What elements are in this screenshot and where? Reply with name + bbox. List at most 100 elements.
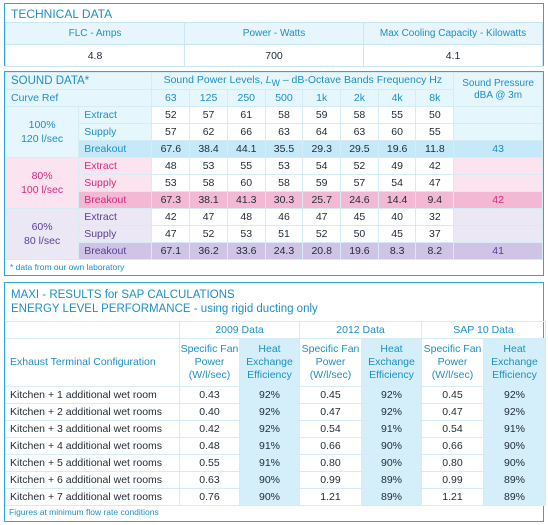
sound-value: 53 xyxy=(151,174,191,192)
flc-label: FLC - Amps xyxy=(5,22,185,45)
heading-prefix: Sound Power Levels, xyxy=(163,73,266,86)
heat-exchange-value: 91% xyxy=(361,420,422,438)
band-header: 125 xyxy=(189,89,228,107)
hee-header-2012: Heat Exchange Efficiency xyxy=(361,338,422,387)
sound-value: 48 xyxy=(151,157,191,175)
sound-data-table: SOUND DATA* Sound Power Levels, LW – dB-… xyxy=(4,72,543,260)
technical-data-table: FLC - Amps Power - Watts Max Cooling Cap… xyxy=(5,22,543,67)
band-header: 500 xyxy=(264,89,304,107)
heat-exchange-value: 90% xyxy=(239,471,300,489)
sound-value: 30.3 xyxy=(264,191,304,209)
sound-row-label: Extract xyxy=(78,208,153,226)
curve-ref-flow: 100 l/sec xyxy=(21,184,64,196)
exhaust-config-label: Kitchen + 4 additional wet rooms xyxy=(5,437,180,455)
exhaust-config-label: Kitchen + 2 additional wet rooms xyxy=(5,403,180,421)
sound-value: 51 xyxy=(264,225,304,243)
sound-value: 50 xyxy=(340,225,379,243)
fan-power-value: 0.80 xyxy=(299,454,362,472)
sound-value: 52 xyxy=(189,225,228,243)
sound-value: 47 xyxy=(302,208,342,226)
sound-value: 58 xyxy=(264,106,304,124)
curve-ref-group: 80% 100 l/sec xyxy=(4,157,80,209)
fan-power-value: 0.99 xyxy=(299,471,362,489)
sound-value: 53 xyxy=(264,157,304,175)
sound-value: 9.4 xyxy=(415,191,455,209)
sound-value: 58 xyxy=(264,174,304,192)
sound-value: 55 xyxy=(415,123,455,141)
sound-data-title: SOUND DATA* xyxy=(4,72,153,90)
sound-value: 55 xyxy=(377,106,417,124)
sound-value: 25.7 xyxy=(302,191,342,209)
heat-exchange-value: 92% xyxy=(239,420,300,438)
curve-ref-flow: 120 l/sec xyxy=(21,133,64,145)
sound-value: 54 xyxy=(302,157,342,175)
sound-value: 44.1 xyxy=(226,140,266,158)
sound-value: 42 xyxy=(415,157,455,175)
sound-value: 53 xyxy=(226,225,266,243)
technical-data-panel: TECHNICAL DATA FLC - Amps Power - Watts … xyxy=(4,3,544,67)
heat-exchange-value: 91% xyxy=(239,437,300,455)
data-set-sap10: SAP 10 Data xyxy=(420,321,547,339)
heat-exchange-value: 89% xyxy=(361,488,422,506)
sound-value: 20.8 xyxy=(302,242,342,260)
fan-power-value: 0.47 xyxy=(421,403,484,421)
sound-value: 61 xyxy=(226,106,266,124)
sound-value: 52 xyxy=(302,225,342,243)
sound-value: 46 xyxy=(264,208,304,226)
curve-ref-percent: 100% xyxy=(28,119,56,131)
sound-pressure-label: Sound Pressure dBA @ 3m xyxy=(453,72,543,107)
sound-value: 59 xyxy=(302,174,342,192)
sap-result-row: Kitchen + 3 additional wet rooms 0.42 92% 0… xyxy=(5,420,547,438)
maxi-sap-panel: MAXI - RESULTS for SAP CALCULATIONS ENER… xyxy=(4,282,547,522)
sound-row: 100% 120 l/sec Extract 52 57 61 58 59 58 55 50 xyxy=(4,106,543,158)
sound-value: 63 xyxy=(340,123,379,141)
cooling-capacity-value: 4.1 xyxy=(363,44,543,67)
sap-results-table: 2009 Data 2012 Data SAP 10 Data Exhaust … xyxy=(5,321,547,506)
sound-value: 60 xyxy=(226,174,266,192)
sound-value: 55 xyxy=(226,157,266,175)
sound-value: 47 xyxy=(415,174,455,192)
sound-value: 58 xyxy=(189,174,228,192)
sound-value: 49 xyxy=(377,157,417,175)
sound-value: 63 xyxy=(264,123,304,141)
curve-ref-label: Curve Ref xyxy=(4,89,153,107)
fan-power-value: 0.54 xyxy=(299,420,362,438)
band-header: 2k xyxy=(340,89,379,107)
heading-suffix: – dB-Octave Bands Frequency Hz xyxy=(279,73,443,86)
heat-exchange-value: 89% xyxy=(361,471,422,489)
heat-exchange-value: 92% xyxy=(239,386,300,404)
sound-pressure-value: 43 xyxy=(453,140,543,158)
sound-value: 14.4 xyxy=(377,191,417,209)
sound-value: 11.8 xyxy=(415,140,455,158)
sound-value: 24.6 xyxy=(340,191,379,209)
sound-value: 33.6 xyxy=(226,242,266,260)
sound-value: 52 xyxy=(340,157,379,175)
sound-value: 38.4 xyxy=(189,140,228,158)
sound-value: 29.3 xyxy=(302,140,342,158)
technical-data-title: TECHNICAL DATA xyxy=(11,7,113,21)
blank-header-cell xyxy=(5,321,180,339)
sound-row: Breakout 67.3 38.1 41.3 30.3 25.7 24.6 14.4 9.4 4… xyxy=(6,191,543,209)
sound-data-panel: SOUND DATA* Sound Power Levels, LW – dB-… xyxy=(4,71,544,276)
sound-row: Supply 57 62 66 63 64 63 60 55 xyxy=(6,123,543,141)
power-label: Power - Watts xyxy=(184,22,364,45)
sound-row-label: Breakout xyxy=(78,140,153,158)
sound-row-label: Breakout xyxy=(78,191,153,209)
sound-value: 19.6 xyxy=(340,242,379,260)
sap-result-row: Kitchen + 2 additional wet rooms 0.40 92% 0… xyxy=(5,403,547,421)
fan-power-value: 0.76 xyxy=(179,488,240,506)
band-header: 63 xyxy=(151,89,191,107)
sound-value: 35.5 xyxy=(264,140,304,158)
sound-value: 36.2 xyxy=(189,242,228,260)
sound-pressure-value: 41 xyxy=(453,242,543,260)
sound-value: 52 xyxy=(151,106,191,124)
sound-pressure-value xyxy=(453,174,543,192)
sound-value: 50 xyxy=(415,106,455,124)
sound-value: 64 xyxy=(302,123,342,141)
sound-value: 58 xyxy=(340,106,379,124)
sound-value: 57 xyxy=(340,174,379,192)
hee-header-sap10: Heat Exchange Efficiency xyxy=(482,338,547,387)
sound-value: 45 xyxy=(340,208,379,226)
sound-value: 59 xyxy=(302,106,342,124)
heat-exchange-value: 90% xyxy=(361,454,422,472)
